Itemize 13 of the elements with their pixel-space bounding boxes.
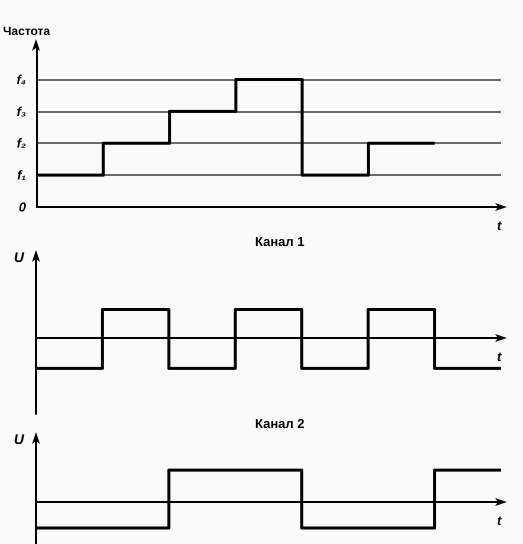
text: f₃ (16, 104, 26, 119)
chart-title: Канал 2 (255, 416, 305, 431)
x-axis-title: t (497, 218, 502, 233)
text: f₄ (16, 72, 26, 87)
y-axis-title: U (14, 431, 25, 447)
text: f₁ (17, 168, 26, 183)
y-axis-title: U (14, 249, 25, 265)
text: 0 (18, 200, 27, 214)
x-axis-title: t (497, 513, 502, 528)
y-axis-title: Частота (3, 24, 50, 38)
x-axis-title: t (497, 349, 502, 364)
text: f₂ (16, 136, 26, 151)
chart-title: Канал 1 (255, 234, 305, 249)
